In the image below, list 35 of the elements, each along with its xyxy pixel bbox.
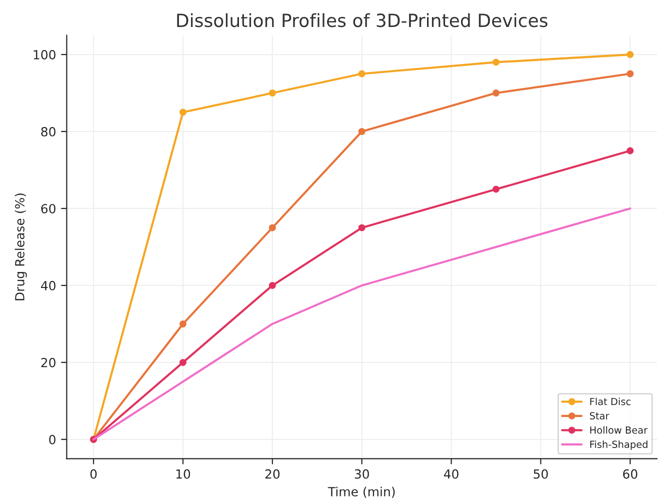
legend-label: Hollow Bear bbox=[590, 426, 648, 434]
point bbox=[268, 282, 276, 289]
x-tick-label: 60 bbox=[623, 469, 638, 479]
point bbox=[268, 224, 276, 232]
y-tick-label: 20 bbox=[41, 358, 56, 368]
point bbox=[358, 128, 366, 135]
x-tick-label: 40 bbox=[444, 469, 458, 479]
y-tick-label: 40 bbox=[40, 280, 56, 290]
y-axis-title: Drug Release (%) bbox=[14, 194, 27, 300]
y-tick-label: 60 bbox=[41, 204, 56, 214]
x-axis-title: Time (min) bbox=[328, 486, 395, 498]
y-tick-label: 100 bbox=[34, 50, 56, 60]
point bbox=[492, 186, 500, 193]
x-tick-label: 0 bbox=[90, 469, 97, 479]
point bbox=[492, 90, 500, 96]
point bbox=[358, 70, 366, 78]
chart-title: Dissolution Profiles of 3D-Printed Devices bbox=[177, 13, 548, 28]
x-tick-label: 10 bbox=[176, 469, 190, 479]
point bbox=[626, 147, 634, 154]
point bbox=[358, 224, 366, 232]
point bbox=[626, 70, 634, 78]
point bbox=[268, 90, 276, 96]
x-tick-label: 50 bbox=[534, 469, 548, 479]
legend-label: Fish-Shaped bbox=[590, 440, 648, 450]
y-tick-label: 80 bbox=[41, 126, 56, 136]
point bbox=[626, 51, 634, 58]
point bbox=[492, 58, 500, 66]
point bbox=[180, 108, 186, 116]
x-tick-label: 20 bbox=[265, 469, 280, 479]
point bbox=[180, 320, 186, 328]
x-tick-label: 30 bbox=[354, 469, 369, 479]
legend-label: Star bbox=[590, 412, 610, 420]
legend-label: Flat Disc bbox=[590, 398, 630, 406]
point bbox=[180, 358, 186, 366]
y-tick-label: 0 bbox=[49, 434, 56, 444]
